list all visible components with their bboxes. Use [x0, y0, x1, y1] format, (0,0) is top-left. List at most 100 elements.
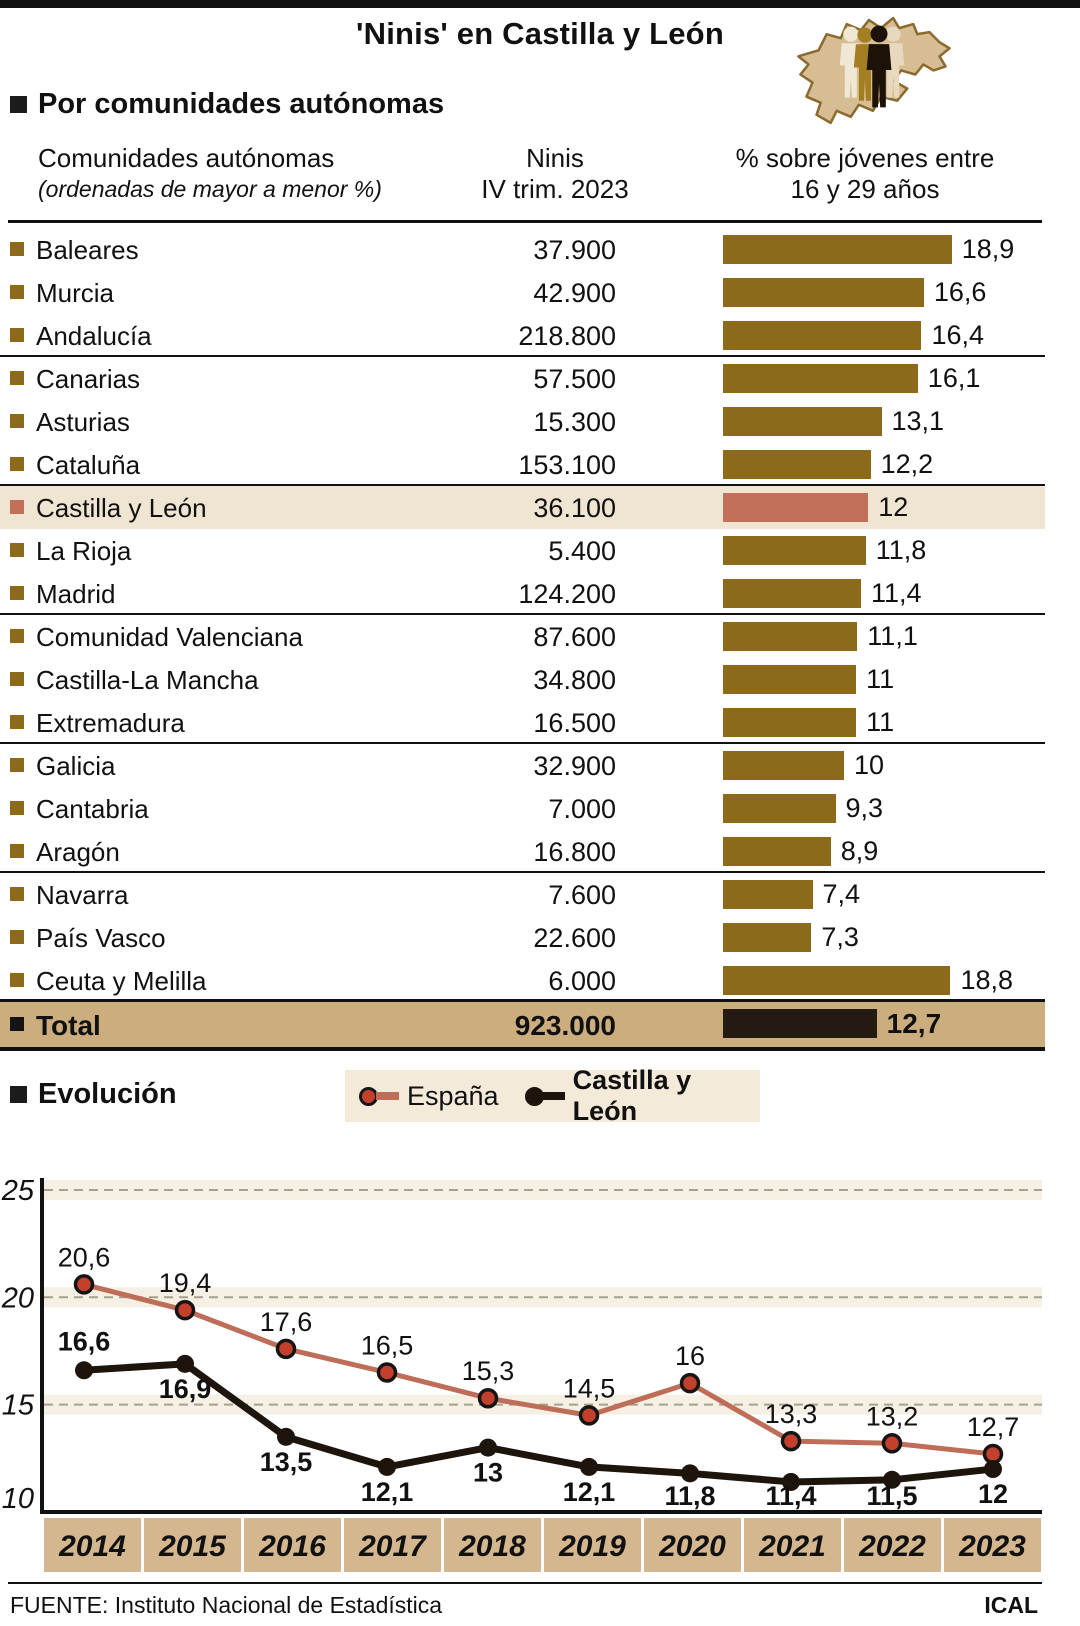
castilla-y-leon-point	[75, 1361, 93, 1380]
pct-bar-group: 13,1	[723, 406, 944, 436]
castilla-y-leon-value-label: 11,8	[664, 1481, 715, 1511]
espana-point	[174, 1299, 196, 1321]
x-axis-year-box	[544, 1518, 641, 1572]
col2-title: Ninis	[526, 143, 584, 173]
pct-bar	[723, 579, 861, 608]
castilla-y-leon-point	[782, 1472, 800, 1491]
x-axis-year-box	[944, 1518, 1041, 1572]
table-row: Murcia 42.900 16,6	[0, 271, 1045, 314]
ninis-value: 37.900	[533, 235, 616, 265]
people-silhouettes-icon	[839, 25, 905, 108]
x-axis-year-label: 2019	[558, 1530, 626, 1563]
region-name: Comunidad Valenciana	[36, 622, 303, 652]
section-heading-evolucion: Evolución	[10, 1078, 177, 1111]
col2-subtitle: IV trim. 2023	[481, 174, 629, 204]
ninis-value: 36.100	[533, 493, 616, 523]
square-bullet-icon	[10, 1086, 27, 1103]
row-bullet-icon	[10, 715, 24, 729]
section-heading-label: Evolución	[38, 1078, 177, 1110]
espana-point	[881, 1433, 903, 1454]
table-row: Asturias 15.300 13,1	[0, 400, 1045, 443]
pct-bar	[723, 923, 812, 952]
pct-value: 11	[866, 707, 895, 737]
row-bullet-icon	[10, 758, 24, 772]
table-row: Andalucía 218.800 16,4	[0, 314, 1045, 357]
espana-line	[83, 1281, 994, 1457]
pct-bar	[723, 665, 857, 694]
table-row: Baleares 37.900 18,9	[0, 228, 1045, 271]
row-bullet-icon	[10, 414, 24, 428]
square-bullet-icon	[10, 96, 27, 113]
ninis-value: 153.100	[518, 450, 616, 480]
pct-bar	[723, 450, 871, 479]
castilla-y-leon-point	[580, 1457, 598, 1476]
castilla-y-leon-value-label: 11,5	[866, 1481, 917, 1511]
pct-bar	[723, 1009, 877, 1038]
espana-value-label: 17,6	[260, 1307, 313, 1337]
col3-subtitle: 16 y 29 años	[790, 174, 940, 204]
espana-point	[275, 1338, 297, 1360]
legend-label: España	[407, 1080, 499, 1111]
table-row: La Rioja 5.400 11,8	[0, 529, 1045, 572]
column-header-pct: % sobre jóvenes entre 16 y 29 años	[690, 143, 1040, 205]
column-header-comunidades: Comunidades autónomas (ordenadas de mayo…	[38, 143, 382, 205]
ninis-value: 218.800	[518, 321, 616, 351]
castilla-y-leon-value-label: 12	[978, 1479, 1008, 1509]
region-name: Andalucía	[36, 321, 152, 351]
legend-label: Castilla y León	[572, 1065, 692, 1126]
row-bullet-icon	[10, 973, 24, 987]
pct-value: 10	[854, 750, 885, 780]
y-axis-line	[40, 1178, 44, 1514]
pct-value: 18,9	[961, 234, 1015, 264]
castilla-y-leon-value-label: 13,5	[260, 1447, 313, 1477]
ninis-value: 7.000	[548, 794, 616, 824]
pct-bar	[723, 794, 836, 823]
pct-bar-group: 8,9	[723, 836, 878, 866]
ninis-value: 87.600	[533, 622, 616, 652]
castilla-y-leon-point	[277, 1427, 295, 1446]
ninis-value: 6.000	[548, 966, 616, 996]
table-row: Cantabria 7.000 9,3	[0, 787, 1045, 830]
espana-value-label: 16,5	[361, 1330, 414, 1360]
x-axis-year-label: 2023	[958, 1530, 1026, 1563]
x-axis-year-label: 2020	[658, 1530, 726, 1563]
castilla-y-leon-value-label: 11,4	[765, 1481, 816, 1511]
table-row-total: Total 923.000 12,7	[0, 1002, 1045, 1047]
row-bullet-icon	[10, 844, 24, 858]
ninis-value: 7.600	[548, 880, 616, 910]
table-row: Madrid 124.200 11,4	[0, 572, 1045, 615]
table-row: Extremadura 16.500 11	[0, 701, 1045, 744]
section-heading-label: Por comunidades autónomas	[38, 88, 445, 120]
x-axis-year-label: 2021	[758, 1530, 826, 1563]
pct-value: 12,7	[886, 1007, 942, 1039]
region-name: Galicia	[36, 751, 116, 781]
espana-value-label: 16	[675, 1341, 705, 1371]
pct-bar-group: 16,4	[723, 320, 984, 350]
row-bullet-icon	[10, 887, 24, 901]
pct-bar-group: 18,9	[723, 234, 1015, 264]
ninis-value: 32.900	[533, 751, 616, 781]
espana-value-label: 13,3	[765, 1399, 818, 1429]
pct-bar	[723, 278, 924, 307]
row-bullet-icon	[10, 586, 24, 600]
x-axis-year-label: 2022	[858, 1530, 926, 1563]
pct-bar	[723, 966, 951, 995]
table-row: Canarias 57.500 16,1	[0, 357, 1045, 400]
col1-title: Comunidades autónomas	[38, 143, 335, 173]
ninis-value: 16.500	[533, 708, 616, 738]
pct-bar-group: 12	[723, 492, 908, 522]
castilla-y-leon-value-label: 13	[473, 1458, 503, 1488]
espana-point	[477, 1387, 499, 1409]
legend-item-castilla-y-leon: Castilla y León	[524, 1065, 760, 1127]
pct-bar	[723, 364, 918, 393]
ninis-value: 34.800	[533, 665, 616, 695]
region-name: Cataluña	[36, 450, 141, 480]
pct-value: 16,1	[927, 363, 981, 393]
region-name: Cantabria	[36, 794, 149, 824]
ninis-value: 16.800	[533, 837, 616, 867]
espana-point	[73, 1274, 95, 1295]
pct-value: 7,3	[821, 922, 859, 952]
x-axis-line	[40, 1510, 1042, 1514]
row-bullet-icon	[10, 371, 24, 385]
row-bullet-icon	[10, 285, 24, 299]
